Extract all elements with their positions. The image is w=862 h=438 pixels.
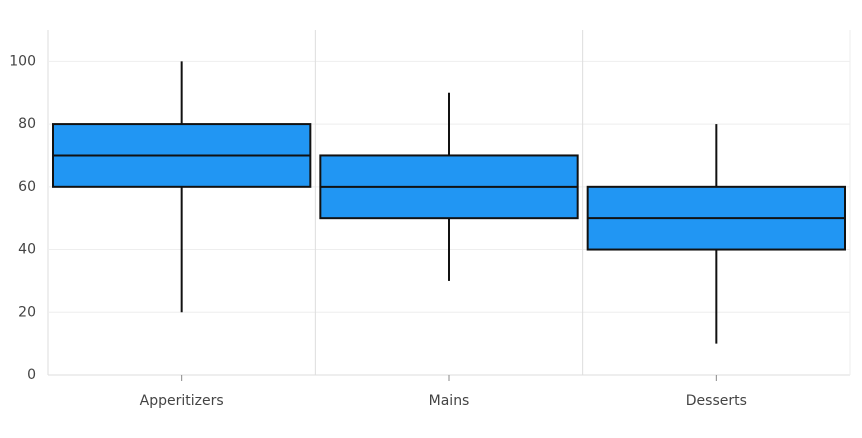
y-tick-label: 20	[18, 304, 36, 320]
y-tick-label: 0	[27, 367, 36, 383]
x-tick-label: Desserts	[686, 393, 747, 409]
y-tick-label: 100	[9, 53, 36, 69]
x-tick-label: Apperitizers	[140, 393, 224, 409]
x-tick-label: Mains	[429, 393, 470, 409]
y-tick-label: 60	[18, 179, 36, 195]
y-tick-label: 40	[18, 242, 36, 258]
y-tick-label: 80	[18, 116, 36, 132]
